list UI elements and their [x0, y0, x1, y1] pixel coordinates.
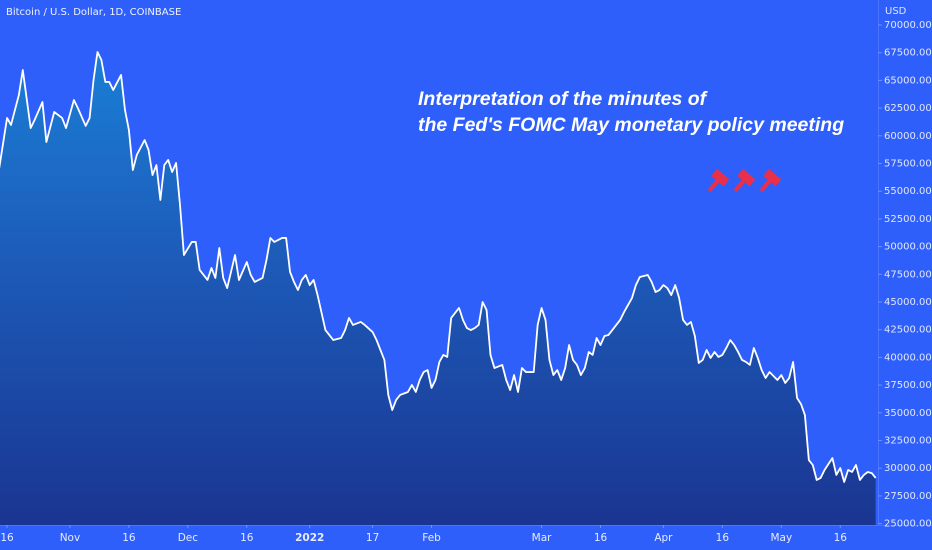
y-axis-label: USD — [885, 6, 907, 17]
y-tick-label: 40000.00 — [884, 352, 932, 363]
price-line — [0, 51, 877, 483]
chart-title: Bitcoin / U.S. Dollar, 1D, COINBASE — [6, 7, 181, 18]
y-tick-label: 37500.00 — [884, 380, 932, 391]
y-tick-label: 47500.00 — [884, 269, 932, 280]
y-tick-label: 57500.00 — [884, 159, 932, 170]
y-tick-label: 55000.00 — [884, 186, 932, 197]
x-tick-label: 16 — [122, 532, 136, 544]
y-tick-label: 30000.00 — [884, 463, 932, 474]
x-tick-label: Feb — [422, 532, 441, 544]
x-tick-label: Dec — [178, 532, 199, 544]
plot — [0, 51, 877, 525]
x-tick-label: Nov — [60, 532, 81, 544]
y-tick-label: 67500.00 — [884, 48, 932, 59]
x-tick-label: 16 — [834, 532, 848, 544]
area — [0, 52, 876, 525]
y-tick-label: 70000.00 — [884, 20, 932, 31]
x-tick-label: Apr — [654, 532, 673, 544]
y-tick-label: 45000.00 — [884, 297, 932, 308]
x-tick-label: 16 — [716, 532, 730, 544]
y-tick-label: 62500.00 — [884, 103, 932, 114]
y-tick-label: 25000.00 — [884, 519, 932, 530]
y-tick-label: 42500.00 — [884, 325, 932, 336]
y-tick-label: 27500.00 — [884, 491, 932, 502]
y-tick-label: 60000.00 — [884, 131, 932, 142]
y-tick-label: 50000.00 — [884, 242, 932, 253]
annotation: Interpretation of the minutes of — [418, 88, 709, 110]
x-tick-label: 17 — [366, 532, 379, 544]
x-tick-label: May — [770, 532, 792, 544]
y-tick-label: 52500.00 — [884, 214, 932, 225]
x-tick-label: Mar — [532, 532, 552, 544]
gavel-icons — [707, 169, 782, 193]
x-tick-label: 16 — [594, 532, 608, 544]
y-tick-label: 35000.00 — [884, 408, 932, 419]
x-tick-label: 2022 — [295, 532, 324, 544]
y-tick-label: 65000.00 — [884, 75, 932, 86]
y-tick-label: 32500.00 — [884, 436, 932, 447]
annotation: the Fed's FOMC May monetary policy meeti… — [418, 114, 844, 136]
x-tick-label: 16 — [0, 532, 14, 544]
x-tick-label: 16 — [240, 532, 254, 544]
